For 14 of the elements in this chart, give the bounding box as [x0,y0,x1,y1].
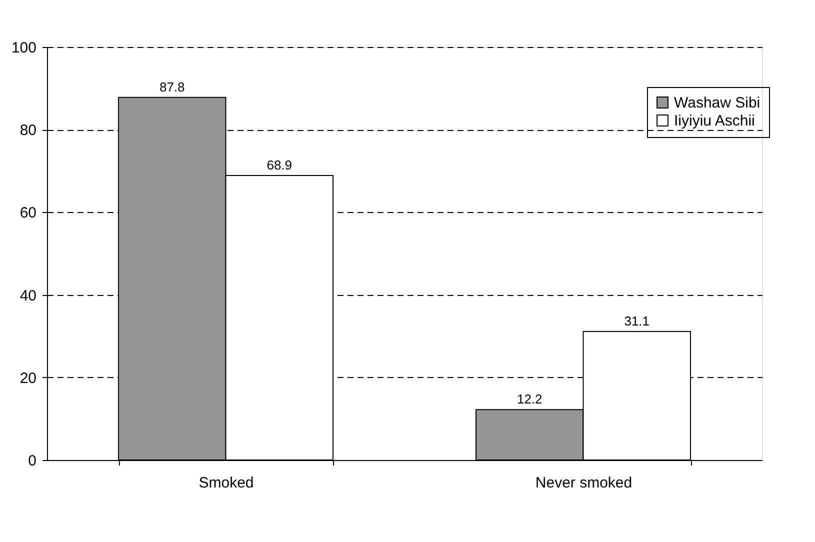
data-label: 31.1 [624,314,650,329]
y-tick-label: 80 [20,122,36,140]
data-label: 12.2 [516,392,542,407]
data-label: 87.8 [159,79,185,94]
y-tick-label: 0 [28,452,36,470]
data-label: 68.9 [266,157,292,172]
x-tick-label: Never smoked [535,474,632,492]
legend-label: Iiyiyiu Aschii [674,112,755,130]
x-tick-label: Smoked [198,474,254,492]
y-tick-label: 20 [20,370,36,387]
y-tick-label: 60 [20,204,36,222]
y-tick-label: 100 [11,40,36,56]
y-tick-label: 40 [20,287,36,304]
legend-label: Washaw Sibi [674,94,760,112]
